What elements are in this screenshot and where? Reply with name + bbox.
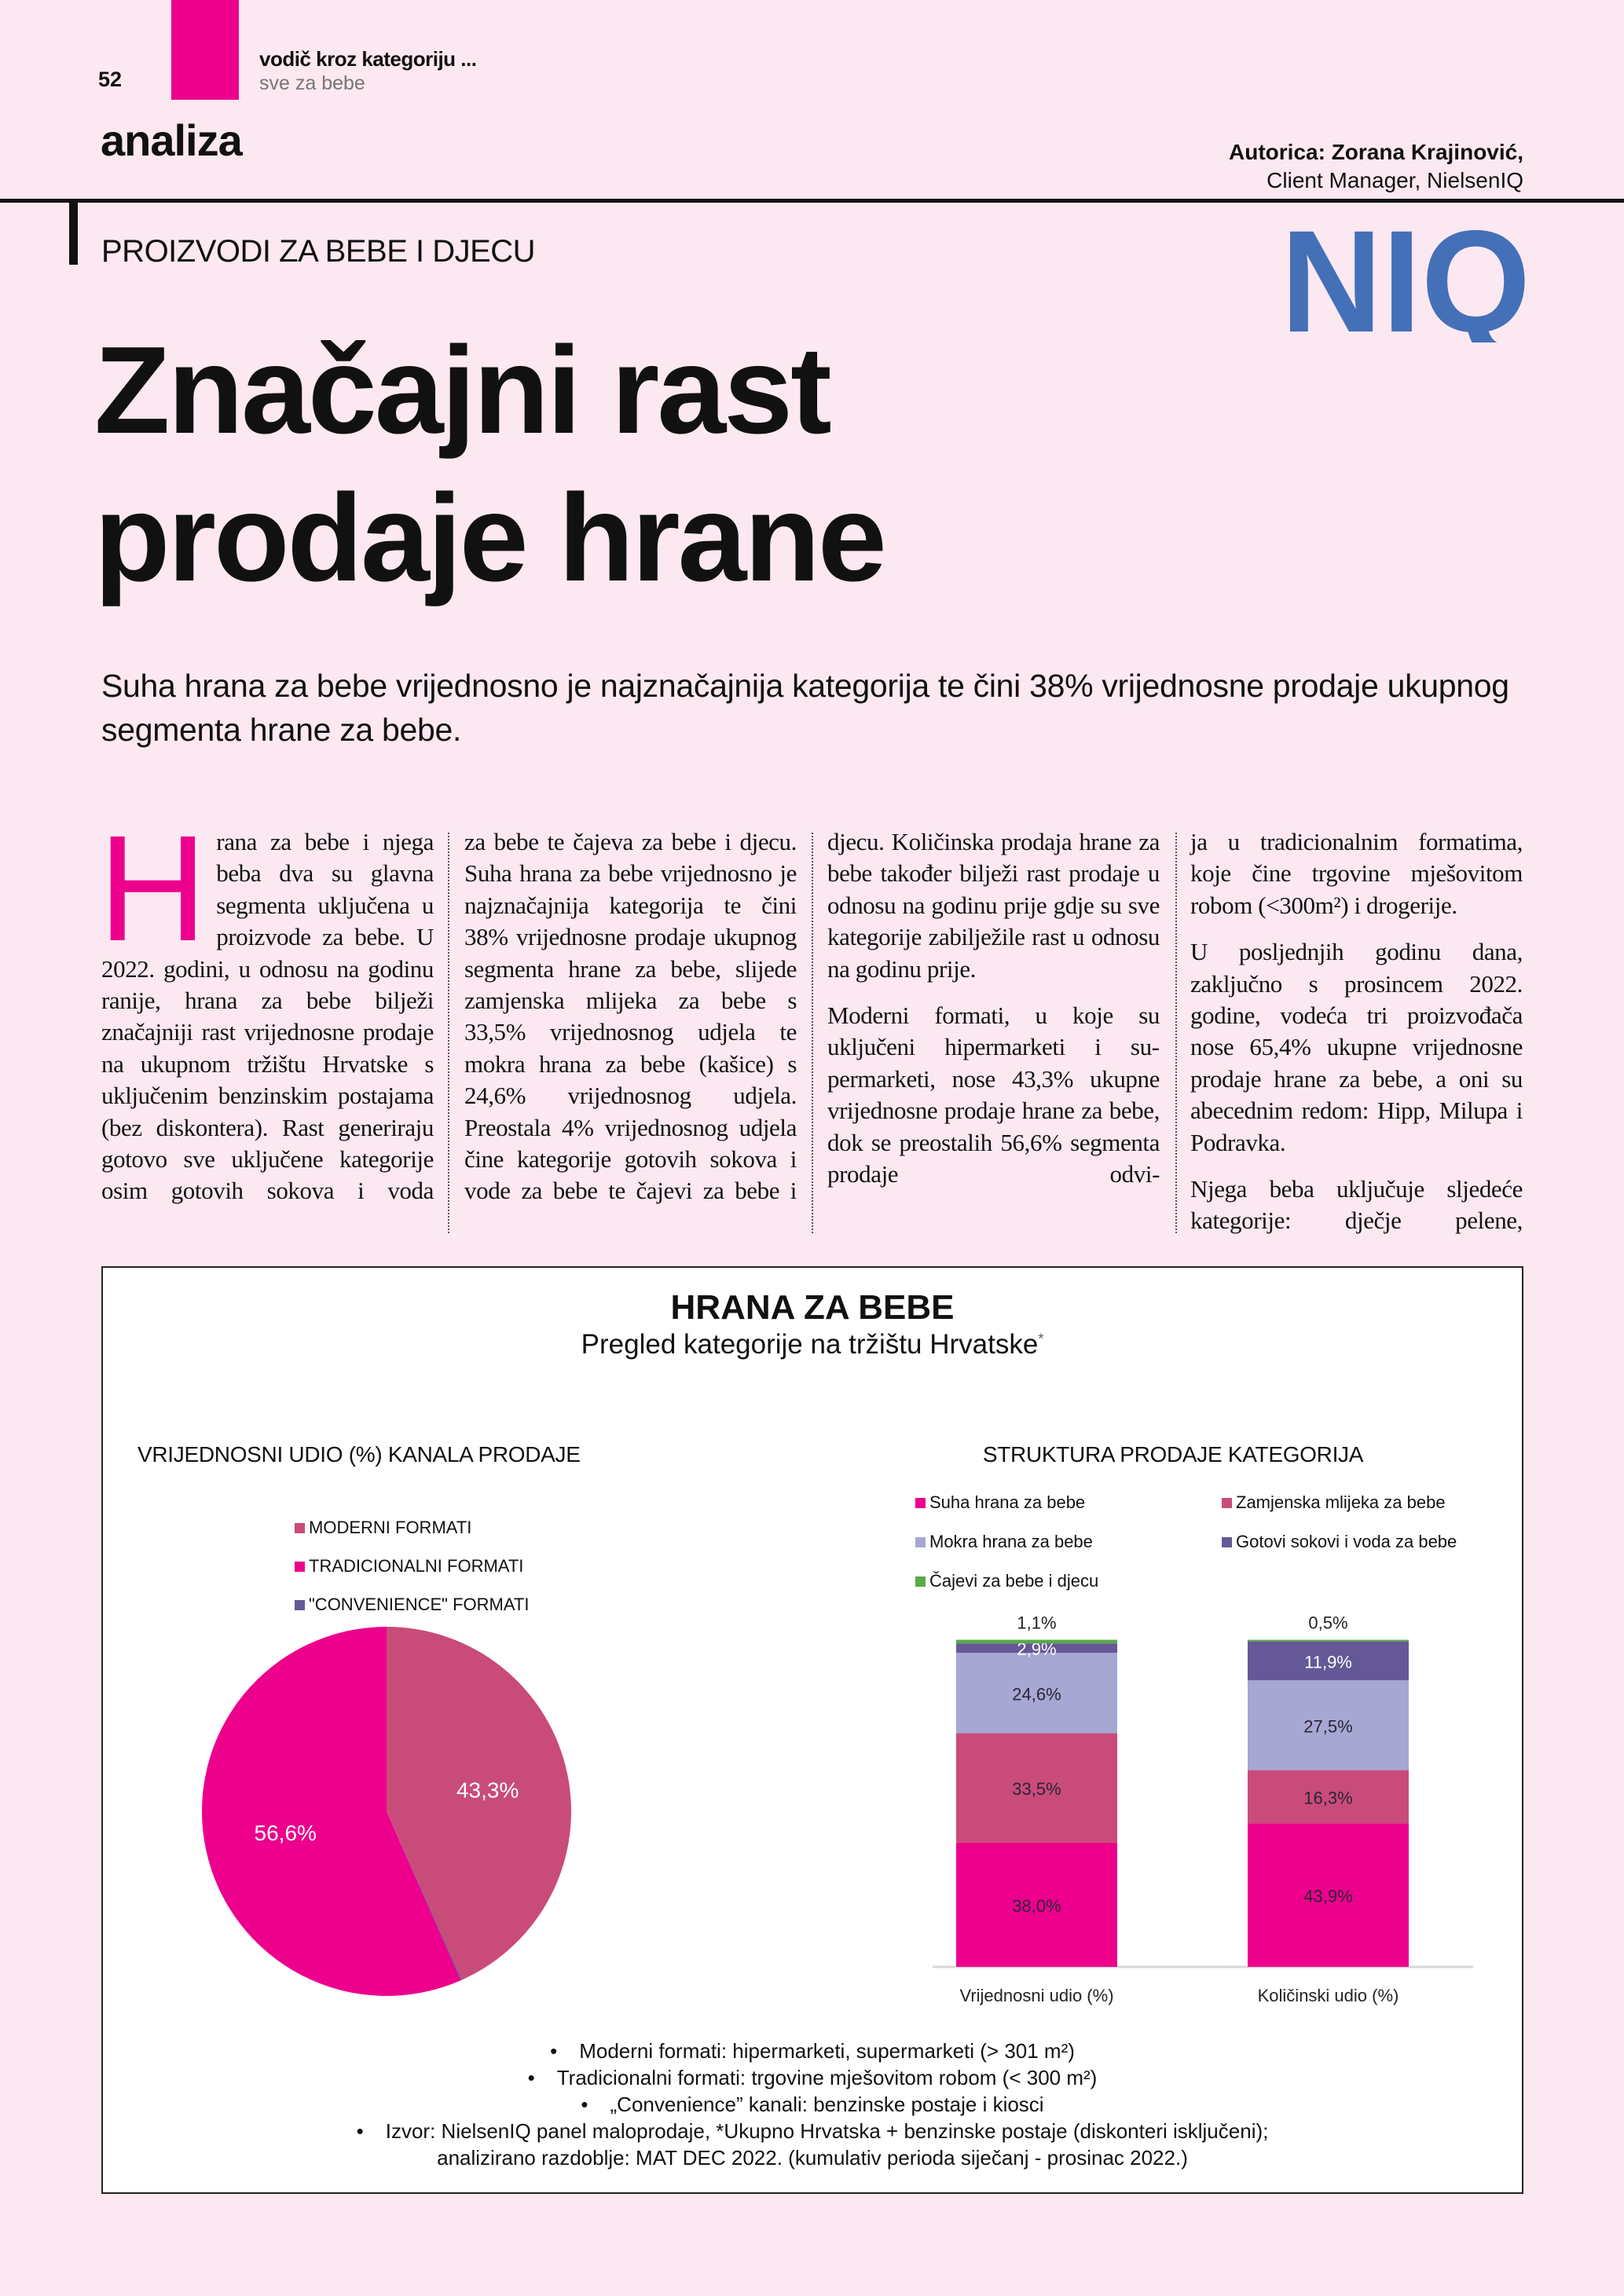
bar-segment	[1248, 1770, 1409, 1824]
bar-segment	[1248, 1823, 1409, 1967]
header-divider	[0, 199, 1624, 203]
article-lead: Suha hrana za bebe vrijednosno je najzna…	[101, 668, 1509, 748]
legend-label: Mokra hrana za bebe	[929, 1532, 1093, 1551]
legend-label: Suha hrana za bebe	[929, 1492, 1086, 1512]
pie-legend-item: "CONVENIENCE" FORMATI	[295, 1595, 529, 1615]
column-divider	[812, 833, 813, 1233]
body-column-3: djecu. Količinska prodaja hra­ne za bebe…	[827, 826, 1160, 1205]
bar-legend-item: Zamjenska mlijeka za bebe	[1222, 1492, 1446, 1513]
article-title-line2: prodaje hrane	[94, 469, 887, 607]
body-column-2: za bebe te čajeva za bebe i dje­cu. Suha…	[464, 826, 797, 1222]
infographic-box: HRANA ZA BEBE Pregled kategorije na trži…	[101, 1266, 1523, 2194]
legend-swatch	[915, 1536, 926, 1547]
subtitle-text: Pregled kategorije na tržištu Hrvatske	[581, 1329, 1039, 1360]
bar-legend-item: Gotovi sokovi i voda za bebe	[1222, 1532, 1457, 1552]
legend-label: MODERNI FORMATI	[309, 1518, 472, 1537]
pie-data-label: 56,6%	[255, 1821, 317, 1845]
bar-segment	[1248, 1680, 1409, 1771]
footnotes: • Moderni formati: hipermarketi, supermar…	[103, 2038, 1522, 2171]
author: Autorica: Zorana Krajinović,	[1229, 140, 1523, 164]
bar-segment	[956, 1733, 1117, 1843]
bar-data-label: 16,3%	[1303, 1788, 1352, 1807]
paragraph: za bebe te čajeva za bebe i dje­cu. Suha…	[464, 828, 797, 1205]
pie-legend-item: TRADICIONALNI FORMATI	[295, 1556, 523, 1576]
legend-label: Zamjenska mlijeka za bebe	[1236, 1492, 1446, 1512]
category-label: Vrijednosni udio (%)	[959, 1986, 1113, 2005]
kicker: vodič kroz kategoriju ...	[259, 47, 477, 71]
article-title-line1: Značajni rast	[94, 321, 832, 460]
bar-chart-title: STRUKTURA PRODAJE KATEGORIJA	[982, 1442, 1364, 1467]
footnote: • „Convenience” kanali: benzinske postaje…	[581, 2093, 1044, 2116]
legend-swatch	[1222, 1536, 1232, 1547]
bar-legend-item: Čajevi za bebe i djecu	[915, 1571, 1098, 1591]
bar-data-label: 43,9%	[1303, 1887, 1352, 1906]
bar-data-label: 33,5%	[1012, 1779, 1061, 1799]
pie-legend-item: MODERNI FORMATI	[295, 1518, 471, 1538]
bar-data-label: 0,5%	[1308, 1613, 1347, 1633]
accent-bar	[171, 0, 239, 100]
body-column-4: ja u tradicionalnim formatima, koje čine…	[1190, 826, 1523, 1252]
paragraph: Moderni formati, u koje su uključeni hip…	[827, 1002, 1160, 1188]
paragraph: ja u tradicionalnim formatima, koje čine…	[1190, 828, 1523, 919]
legend-label: Gotovi sokovi i voda za bebe	[1236, 1532, 1457, 1551]
column-divider	[448, 833, 449, 1233]
category-label: PROIZVODI ZA BEBE I DJECU	[101, 234, 536, 269]
bar-segment	[956, 1842, 1117, 1967]
legend-swatch	[295, 1561, 305, 1572]
footnote: • Tradicionalni formati: trgovine mješovi…	[527, 2066, 1098, 2089]
legend-swatch	[295, 1522, 305, 1533]
paragraph: U posljednjih godinu dana, zaključno s p…	[1190, 938, 1523, 1156]
paragraph: Njega beba uključuje sljede­će kategorij…	[1190, 1175, 1523, 1235]
bar-legend-item: Mokra hrana za bebe	[915, 1532, 1093, 1552]
asterisk: *	[1038, 1331, 1044, 1347]
bar-segment	[1248, 1641, 1409, 1681]
legend-swatch	[295, 1599, 305, 1610]
legend-swatch	[1222, 1497, 1232, 1508]
logo-text: NIQ	[1281, 223, 1531, 342]
bar-legend-item: Suha hrana za bebe	[915, 1492, 1085, 1513]
infographic-title: HRANA ZA BEBE	[670, 1288, 955, 1327]
bar-segment	[956, 1639, 1117, 1644]
section-label: analiza	[101, 115, 243, 165]
paragraph: djecu. Količinska prodaja hra­ne za bebe…	[827, 828, 1160, 983]
bar-data-label: 11,9%	[1304, 1652, 1352, 1672]
paragraph: rana za bebe i njega beba dva su glavna …	[101, 828, 434, 1205]
kicker-sub: sve za bebe	[259, 72, 365, 94]
page-number: 52	[98, 68, 123, 91]
legend-label: "CONVENIENCE" FORMATI	[309, 1595, 530, 1614]
bar-segment	[956, 1643, 1117, 1653]
legend-label: Čajevi za bebe i djecu	[929, 1571, 1099, 1591]
legend-swatch	[915, 1497, 926, 1508]
infographic-subtitle: Pregled kategorije na tržištu Hrvatske*	[103, 1329, 1522, 1360]
bar-data-label: 24,6%	[1012, 1684, 1061, 1704]
pie-chart-title: VRIJEDNOSNI UDIO (%) KANALA PRODAJE	[137, 1442, 581, 1467]
pie-slice	[387, 1627, 571, 1980]
legend-swatch	[915, 1576, 926, 1587]
body-column-1: H rana za bebe i njega beba dva su glavn…	[98, 804, 434, 1222]
footnote: • Izvor: NielsenIQ panel maloprodaje, *Uk…	[356, 2119, 1269, 2143]
pie-data-label: 43,3%	[456, 1778, 519, 1803]
category-label: Količinski udio (%)	[1258, 1986, 1399, 2005]
author-role: Client Manager, NielsenIQ	[1267, 168, 1523, 192]
bar-data-label: 27,5%	[1303, 1716, 1352, 1736]
drop-cap: H	[98, 804, 207, 972]
bar-data-label: 1,1%	[1017, 1613, 1056, 1633]
pie-slice	[201, 1627, 461, 1996]
bar-segment	[1248, 1639, 1409, 1642]
charts-canvas: 43,3%56,6%38,0%33,5%24,6%2,9%1,1%Vrijedn…	[201, 1613, 1473, 2005]
footnote: analizirano razdoblje: MAT DEC 2022. (ku…	[437, 2146, 1188, 2170]
bar-segment	[956, 1653, 1117, 1734]
legend-label: TRADICIONALNI FORMATI	[309, 1556, 524, 1576]
footnote: • Moderni formati: hipermarketi, supermar…	[550, 2039, 1075, 2063]
column-divider	[1175, 833, 1177, 1233]
category-marker	[69, 202, 78, 265]
niq-logo: NIQ	[1281, 223, 1531, 342]
pie-slice	[387, 1811, 463, 1981]
bar-data-label: 38,0%	[1012, 1896, 1061, 1916]
